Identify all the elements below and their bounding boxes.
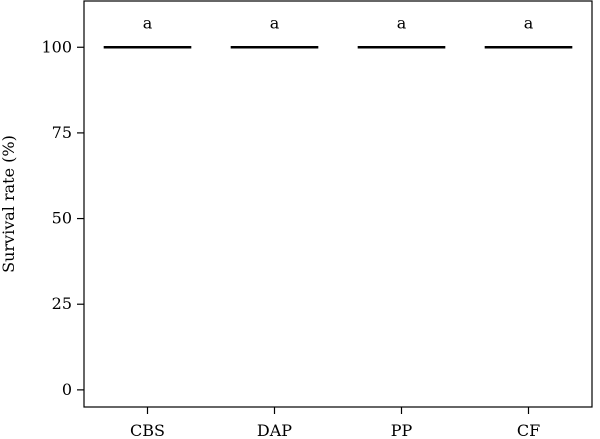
x-tick-label-DAP: DAP — [257, 421, 292, 439]
significance-label-DAP: a — [270, 13, 280, 32]
significance-label-CBS: a — [143, 13, 153, 32]
significance-label-PP: a — [397, 13, 407, 32]
x-tick-label-CF: CF — [517, 421, 540, 439]
y-tick-label-50: 50 — [52, 209, 72, 228]
x-tick-label-CBS: CBS — [130, 421, 165, 439]
x-axis: CBS DAP PP CF — [130, 407, 540, 439]
y-tick-label-100: 100 — [41, 37, 72, 56]
y-tick-label-25: 25 — [52, 294, 72, 313]
y-tick-label-0: 0 — [62, 380, 72, 399]
x-tick-label-PP: PP — [391, 421, 413, 439]
significance-label-CF: a — [524, 13, 534, 32]
y-axis-label: Survival rate (%) — [0, 135, 18, 273]
y-axis: 0 25 50 75 100 — [41, 37, 84, 399]
plot-frame — [83, 0, 593, 408]
y-tick-label-75: 75 — [52, 123, 72, 142]
